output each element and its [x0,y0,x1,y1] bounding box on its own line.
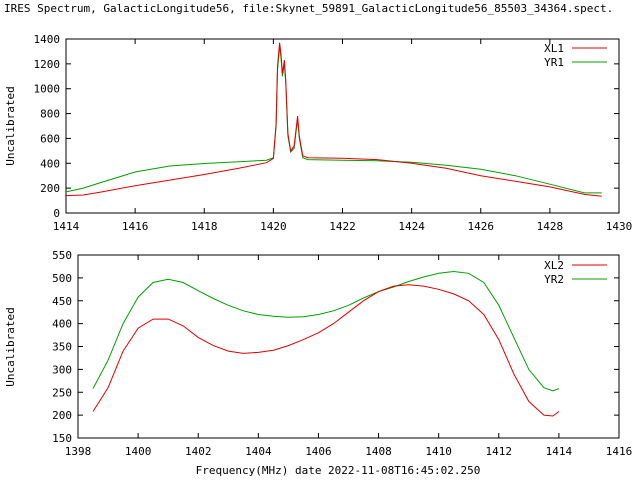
y-tick-label: 500 [52,272,72,285]
y-tick-label: 1200 [34,58,61,71]
x-tick-label: 1416 [122,220,149,233]
y-tick-label: 1400 [34,33,61,46]
y-tick-label: 200 [40,182,60,195]
series-line-xl1 [65,42,602,197]
y-tick-label: 800 [40,108,60,121]
y-tick-label: 350 [52,341,72,354]
upper-series-lines [65,42,602,197]
upper-y-axis-label: Uncalibrated [4,86,17,165]
x-tick-label: 1426 [468,220,495,233]
y-tick-label: 200 [52,409,72,422]
x-tick-label: 1418 [191,220,218,233]
x-tick-label: 1400 [125,445,152,458]
series-line-xl2 [92,284,560,417]
lower-x-ticks: 1398 1400 1402 1404 1406 1408 1410 1412 1414 1416 [65,255,633,458]
series-line-yr2 [92,270,560,392]
y-tick-label: 550 [52,249,72,262]
legend-label-yr1: YR1 [544,56,564,69]
legend-label-yr2: YR2 [544,273,564,286]
y-tick-label: 150 [52,432,72,445]
upper-plot-frame [65,38,620,214]
y-tick-label: 1000 [34,83,61,96]
x-tick-label: 1424 [398,220,425,233]
x-tick-label: 1422 [329,220,356,233]
x-tick-label: 1420 [260,220,287,233]
x-tick-label: 1416 [606,445,633,458]
x-tick-label: 1398 [65,445,92,458]
legend-label-xl1: XL1 [544,42,564,55]
y-tick-label: 400 [40,157,60,170]
lower-plot-frame [77,254,620,439]
upper-x-ticks: 1414 1416 1418 1420 1422 1424 1426 1428 1430 [53,39,633,233]
y-tick-label: 250 [52,386,72,399]
x-tick-label: 1410 [425,445,452,458]
lower-series-lines [92,270,560,417]
series-line-yr1 [65,46,602,194]
lower-y-axis-label: Uncalibrated [4,307,17,386]
x-tick-label: 1414 [546,445,573,458]
upper-y-ticks: 0 200 400 600 800 1000 1200 1400 [34,33,619,220]
x-tick-label: 1412 [486,445,513,458]
x-tick-label: 1408 [365,445,392,458]
figure-title: IRES Spectrum, GalacticLongitude56, file… [4,2,613,15]
x-tick-label: 1404 [245,445,272,458]
lower-x-axis-label: Frequency(MHz) date 2022-11-08T16:45:02.… [196,464,481,477]
x-tick-label: 1428 [537,220,564,233]
y-tick-label: 400 [52,318,72,331]
x-tick-label: 1414 [53,220,80,233]
y-tick-label: 0 [53,207,60,220]
x-tick-label: 1402 [185,445,212,458]
lower-y-ticks: 150 200 250 300 350 400 450 500 550 [52,249,619,445]
x-tick-label: 1406 [305,445,332,458]
y-tick-label: 450 [52,295,72,308]
y-tick-label: 600 [40,132,60,145]
lower-chart: 150 200 250 300 350 400 450 500 550 1398 1400 1402… [4,249,632,477]
x-tick-label: 1430 [606,220,633,233]
legend-label-xl2: XL2 [544,259,564,272]
y-tick-label: 300 [52,363,72,376]
